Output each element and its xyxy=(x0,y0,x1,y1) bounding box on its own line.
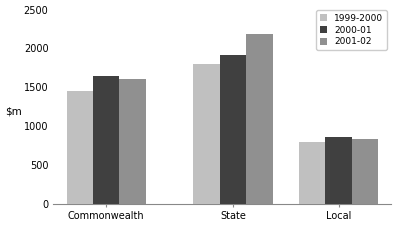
Bar xyxy=(299,142,326,204)
Bar xyxy=(246,35,273,204)
Y-axis label: $m: $m xyxy=(6,107,22,117)
Legend: 1999-2000, 2000-01, 2001-02: 1999-2000, 2000-01, 2001-02 xyxy=(316,10,387,50)
Bar xyxy=(326,137,352,204)
Bar xyxy=(93,76,119,204)
Bar xyxy=(67,91,93,204)
Bar xyxy=(220,55,246,204)
Bar xyxy=(352,138,378,204)
Bar xyxy=(193,64,220,204)
Bar xyxy=(119,79,146,204)
